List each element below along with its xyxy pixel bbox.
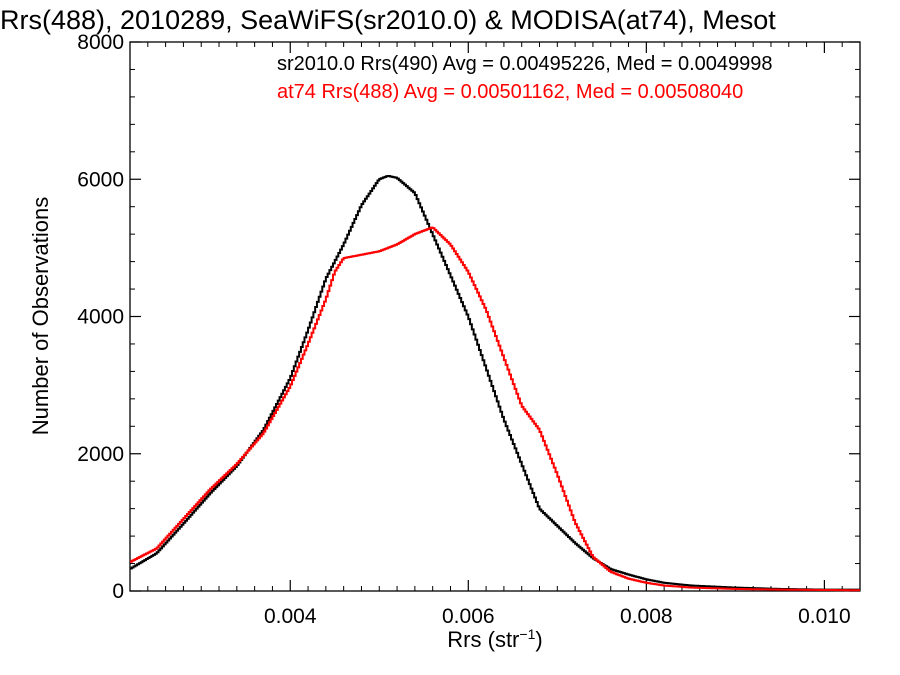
- chart-title: Rrs(488), 2010289, SeaWiFS(sr2010.0) & M…: [0, 5, 776, 35]
- x-axis-label: Rrs (str−1): [447, 626, 542, 652]
- x-tick-label: 0.010: [798, 605, 851, 628]
- legend-entry-1: sr2010.0 Rrs(490) Avg = 0.00495226, Med …: [277, 53, 773, 75]
- y-tick-label: 6000: [77, 168, 124, 191]
- legend-entry-2: at74 Rrs(488) Avg = 0.00501162, Med = 0.…: [277, 81, 743, 103]
- y-tick-label: 2000: [77, 443, 124, 466]
- series-at74-histogram: [130, 226, 860, 592]
- y-tick-label: 4000: [77, 306, 124, 329]
- y-axis-label: Number of Observations: [28, 197, 53, 435]
- series-layer: [130, 175, 860, 592]
- x-axis-label-main: Rrs (str: [447, 627, 519, 652]
- series-sr2010-histogram: [130, 175, 860, 591]
- x-axis-label-end: ): [535, 627, 542, 652]
- x-tick-label: 0.008: [620, 605, 673, 628]
- x-axis-label-sup: −1: [519, 626, 535, 642]
- axis-ticks: [129, 41, 860, 592]
- x-tick-labels: 0.004 0.006 0.008 0.010: [264, 605, 851, 628]
- plot-frame: [129, 41, 861, 592]
- x-tick-label: 0.004: [264, 605, 317, 628]
- y-tick-label: 8000: [77, 31, 124, 54]
- y-tick-labels: 0 2000 4000 6000 8000: [77, 31, 124, 603]
- y-tick-label: 0: [112, 580, 124, 603]
- x-tick-label: 0.006: [442, 605, 495, 628]
